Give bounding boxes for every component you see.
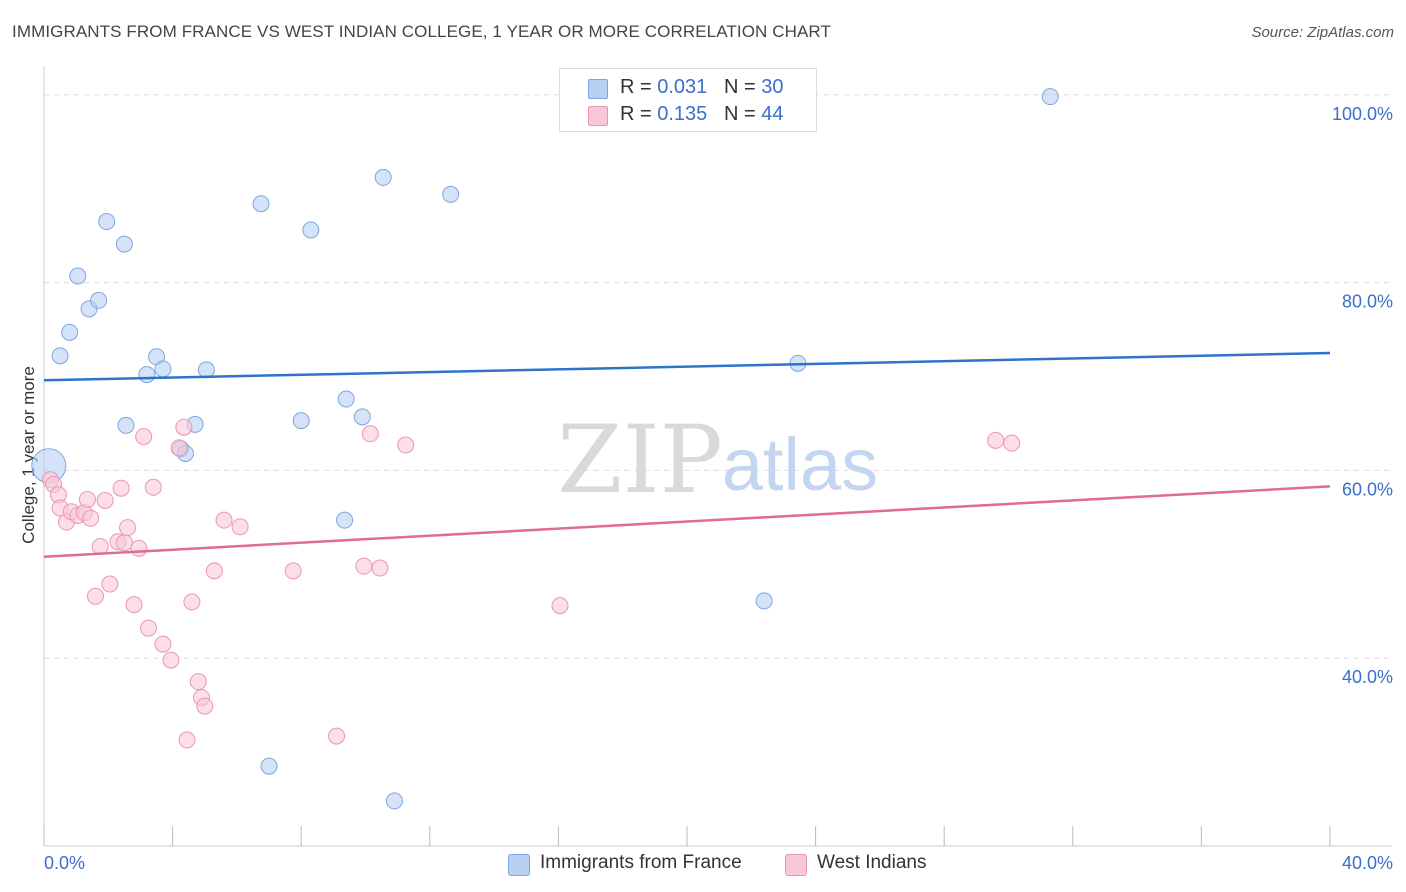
legend-swatch-france (588, 79, 608, 99)
point-france-11 (154, 360, 172, 378)
legend-n-value: 44 (761, 103, 784, 125)
legend-swatch-west-indians (588, 106, 608, 126)
point-west-indians-22 (144, 478, 162, 496)
legend-r-value: 0.135 (657, 103, 708, 125)
point-france-21 (337, 390, 355, 408)
x-tick-label-max: 40.0% (1342, 853, 1393, 873)
point-west-indians-11 (91, 537, 109, 555)
point-france-25 (442, 185, 460, 203)
bottom-legend-label-france: Immigrants from France (540, 852, 742, 873)
watermark-zip: ZIP (557, 406, 723, 515)
legend-r-label: R = (620, 103, 652, 125)
point-west-indians-13 (101, 575, 119, 593)
point-west-indians-35 (284, 562, 302, 580)
point-france-7 (115, 235, 133, 253)
point-west-indians-15 (112, 479, 130, 497)
point-france-8 (117, 416, 135, 434)
point-west-indians-19 (130, 539, 148, 557)
point-west-indians-17 (119, 519, 137, 537)
point-west-indians-12 (96, 491, 114, 509)
watermark-atlas: atlas (722, 423, 878, 506)
point-west-indians-42 (987, 431, 1005, 449)
point-west-indians-24 (162, 651, 180, 669)
point-west-indians-10 (86, 587, 104, 605)
point-west-indians-43 (1003, 434, 1021, 452)
point-west-indians-25 (170, 439, 188, 457)
chart-title: IMMIGRANTS FROM FRANCE VS WEST INDIAN CO… (12, 22, 831, 41)
point-west-indians-41 (551, 597, 569, 615)
point-west-indians-39 (371, 559, 389, 577)
point-france-9 (138, 366, 156, 384)
legend-r-value: 0.031 (657, 76, 708, 98)
point-france-16 (252, 195, 270, 213)
point-west-indians-33 (215, 511, 233, 529)
point-france-23 (374, 168, 392, 186)
point-france-2 (61, 323, 79, 341)
legend-n-label: N = (723, 76, 756, 98)
point-west-indians-27 (178, 731, 196, 749)
point-west-indians-18 (125, 596, 143, 614)
point-west-indians-31 (196, 697, 214, 715)
point-west-indians-36 (328, 727, 346, 745)
point-france-22 (353, 408, 371, 426)
x-tick-label-min: 0.0% (44, 853, 85, 873)
point-france-24 (385, 792, 403, 810)
point-france-19 (302, 221, 320, 239)
point-west-indians-26 (175, 418, 193, 436)
legend-r-label: R = (620, 76, 652, 98)
point-west-indians-20 (135, 428, 153, 446)
point-france-28 (1041, 88, 1059, 106)
point-france-5 (90, 291, 108, 309)
point-west-indians-29 (189, 673, 207, 691)
source-label: Source: ZipAtlas.com (1251, 24, 1394, 41)
legend-n-label: N = (723, 103, 756, 125)
trend-line-france (43, 351, 1331, 382)
point-west-indians-8 (78, 491, 96, 508)
y-tick-label-2: 80.0% (1342, 292, 1393, 312)
point-west-indians-38 (361, 425, 379, 443)
point-france-17 (260, 757, 278, 775)
point-france-3 (69, 267, 87, 285)
y-tick-label-3: 100.0% (1332, 104, 1393, 124)
correlation-legend: R = 0.031 N = 30 R = 0.135 N = 44 (559, 68, 817, 132)
bottom-legend-label-west-indians: West Indians (817, 852, 927, 873)
point-france-1 (51, 347, 69, 365)
point-west-indians-37 (355, 557, 373, 575)
y-axis-title: College, 1 year or more (19, 366, 38, 544)
bottom-legend-swatch-france (508, 854, 530, 876)
point-west-indians-9 (82, 509, 100, 527)
point-west-indians-23 (154, 635, 172, 653)
point-france-18 (292, 412, 310, 430)
trend-line-west-indians (43, 485, 1331, 559)
y-tick-label-0: 40.0% (1342, 667, 1393, 687)
point-west-indians-28 (183, 593, 201, 611)
point-west-indians-21 (139, 619, 157, 637)
bottom-legend-swatch-west-indians (785, 854, 807, 876)
point-france-6 (98, 213, 116, 231)
legend-n-value: 30 (761, 76, 784, 98)
point-france-20 (336, 511, 354, 529)
point-west-indians-16 (115, 534, 133, 552)
y-tick-label-1: 60.0% (1342, 479, 1393, 499)
point-west-indians-34 (231, 518, 249, 536)
point-west-indians-40 (397, 436, 415, 454)
point-france-26 (755, 592, 773, 610)
point-west-indians-32 (205, 562, 223, 580)
